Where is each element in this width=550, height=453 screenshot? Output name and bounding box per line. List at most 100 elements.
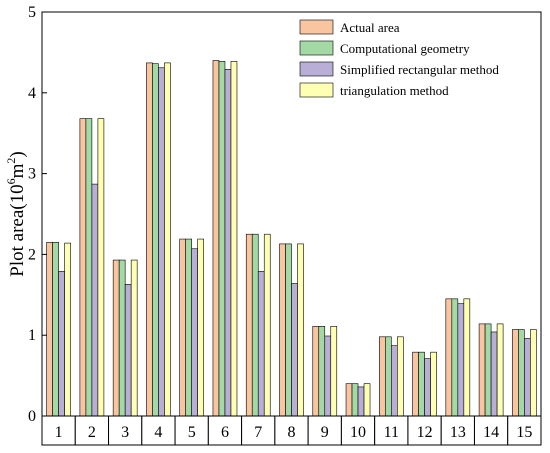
bar <box>52 241 59 417</box>
bar <box>351 383 359 417</box>
category-box <box>241 415 276 446</box>
category-box <box>108 415 143 446</box>
bar <box>384 336 392 417</box>
bars-layer <box>46 60 537 417</box>
bar <box>58 271 65 417</box>
y-tick-label: 4 <box>28 85 36 102</box>
category-box <box>473 415 509 446</box>
legend-label: Actual area <box>340 20 400 35</box>
category-box <box>74 415 110 446</box>
bar <box>496 323 504 417</box>
bar <box>484 323 492 417</box>
y-axis-title: Plot area(106m2) <box>4 151 28 276</box>
bar <box>530 329 537 417</box>
category-box <box>407 415 442 446</box>
x-tick-label: 9 <box>321 424 329 441</box>
bar <box>224 69 232 417</box>
x-tick-label: 1 <box>55 424 63 441</box>
x-tick-label: 3 <box>121 424 129 441</box>
x-tick-label: 14 <box>483 424 499 441</box>
bar <box>85 118 93 417</box>
category-box <box>307 415 342 446</box>
y-tick-label: 2 <box>28 246 36 263</box>
x-axis-category-boxes: 1 2 3 4 5 6 7 8 9 10 11 12 13 14 15 <box>41 415 542 446</box>
legend-swatch <box>299 82 334 98</box>
bar <box>79 118 87 417</box>
bar <box>345 383 353 417</box>
bar <box>185 238 192 417</box>
legend-swatch <box>299 40 334 56</box>
y-tick-label: 3 <box>28 166 36 183</box>
bar <box>396 336 404 417</box>
bar <box>285 243 292 417</box>
x-tick-label: 4 <box>154 424 162 441</box>
y-axis: 0 1 2 3 4 5 <box>28 4 47 425</box>
bar <box>291 283 298 417</box>
y-tick-label: 1 <box>28 327 36 344</box>
x-tick-label: 2 <box>88 424 96 441</box>
bar <box>390 345 398 417</box>
bar <box>512 329 519 417</box>
x-tick-label: 7 <box>254 424 262 441</box>
x-tick-label: 8 <box>288 424 296 441</box>
bar <box>490 331 498 417</box>
bar <box>297 243 304 417</box>
bar <box>457 303 465 417</box>
y-tick-label: 0 <box>28 408 36 425</box>
bar <box>324 335 332 417</box>
bar <box>363 383 371 417</box>
bar <box>164 62 171 417</box>
category-box <box>141 415 176 446</box>
bar <box>318 326 326 417</box>
legend-label: Simplified rectangular method <box>340 62 499 77</box>
bar <box>118 259 126 417</box>
bar <box>158 67 165 417</box>
bar <box>230 60 238 417</box>
bar <box>218 60 226 417</box>
bar <box>257 271 265 417</box>
bar <box>91 183 99 417</box>
category-box <box>507 415 542 446</box>
bar <box>378 336 386 417</box>
category-box <box>274 415 309 446</box>
category-box <box>440 415 475 446</box>
bar <box>330 326 338 417</box>
bar <box>251 233 259 417</box>
legend: Actual area Computational geometry Simplif… <box>299 19 499 98</box>
bar <box>478 323 486 417</box>
x-tick-label: 6 <box>221 424 229 441</box>
bar <box>112 259 120 417</box>
bar <box>451 298 459 417</box>
bar <box>463 298 471 417</box>
bar <box>212 60 220 417</box>
legend-label: triangulation method <box>340 83 449 98</box>
bar <box>64 242 71 417</box>
bar <box>245 233 253 417</box>
category-box <box>340 415 376 446</box>
bar <box>418 351 425 417</box>
bar <box>124 283 132 417</box>
y-tick-label: 5 <box>28 4 36 21</box>
x-tick-label: 15 <box>516 424 532 441</box>
legend-label: Computational geometry <box>340 41 470 56</box>
bar <box>146 62 153 417</box>
bar <box>97 118 105 417</box>
category-box <box>374 415 409 446</box>
bar <box>357 386 365 417</box>
category-box <box>174 415 209 446</box>
bar <box>524 338 531 417</box>
legend-swatch <box>299 19 334 35</box>
category-box <box>41 415 76 446</box>
bar <box>191 248 198 417</box>
x-tick-label: 13 <box>450 424 466 441</box>
bar <box>424 358 431 417</box>
bar <box>412 351 419 417</box>
bar <box>263 233 271 417</box>
x-tick-label: 11 <box>384 424 399 441</box>
legend-swatch <box>299 61 334 77</box>
x-tick-label: 12 <box>417 424 433 441</box>
bar <box>197 238 204 417</box>
x-tick-label: 5 <box>188 424 196 441</box>
x-tick-label: 10 <box>350 424 366 441</box>
